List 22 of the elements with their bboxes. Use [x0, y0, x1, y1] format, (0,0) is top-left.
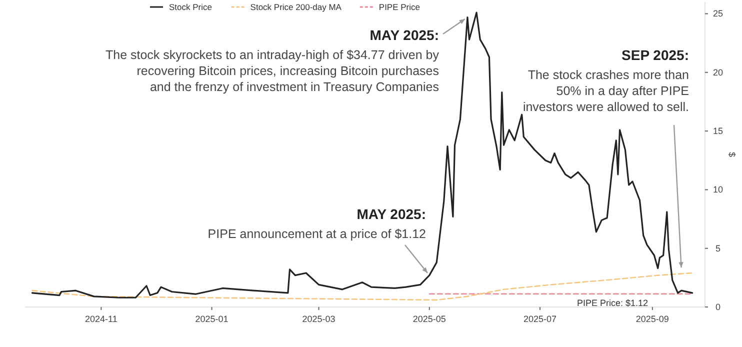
legend-label: Stock Price 200-day MA — [250, 2, 342, 12]
x-tick-label: 2025-09 — [636, 314, 669, 324]
x-tick-label: 2025-07 — [523, 314, 556, 324]
y-axis-title: $ — [727, 152, 737, 158]
y-tick-label: 20 — [712, 67, 724, 78]
legend-label: PIPE Price — [378, 2, 420, 12]
annotation: MAY 2025: PIPE announcement at a price of $1.12 — [208, 206, 426, 241]
x-tick-label: 2024-11 — [84, 314, 118, 324]
x-tick-label: 2025-03 — [302, 314, 336, 324]
annotation: SEP 2025: The stock crashes more than 50% in a day after PIPE investors were allowed to sell. — [522, 47, 690, 114]
annotation: MAY 2025: The stock skyrockets to an intraday-high of $34.77 driven by recovering Bitcoin prices, increasing Bitcoin purchases and the frenzy of investment in Treasury Companies — [105, 27, 440, 94]
legend-label: Stock Price — [169, 2, 212, 12]
x-tick-label: 2025-01 — [195, 314, 228, 324]
y-tick-label: 25 — [712, 8, 724, 19]
line-series — [31, 12, 694, 298]
y-tick-label: 5 — [715, 243, 721, 254]
annotation: PIPE Price: $1.12 — [576, 298, 648, 308]
y-tick-label: 10 — [712, 184, 724, 195]
y-tick-label: 15 — [712, 126, 724, 136]
y-tick-label: 0 — [715, 302, 721, 312]
line-series — [32, 272, 693, 301]
x-tick-label: 2025-05 — [412, 314, 446, 324]
